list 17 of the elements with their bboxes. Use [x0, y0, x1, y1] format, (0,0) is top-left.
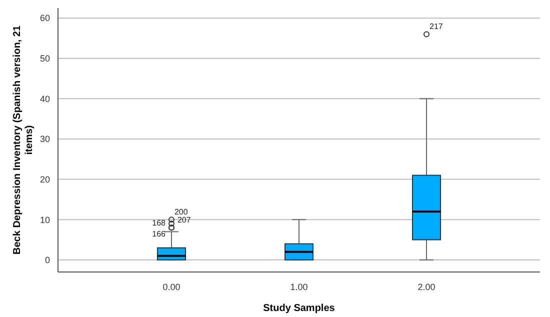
annotation: 200	[174, 208, 188, 217]
annotation: 166	[152, 230, 166, 239]
x-tick-label: 0.00	[162, 282, 180, 292]
annotation: 168	[152, 218, 166, 228]
x-axis-title: Study Samples	[263, 303, 336, 314]
x-tick-label: 2.00	[418, 282, 436, 292]
y-tick-label: 50	[40, 54, 50, 64]
annotation: 207	[177, 216, 192, 225]
y-tick-label: 30	[40, 134, 50, 144]
annotation: 217	[430, 22, 444, 32]
y-axis-title: Beck Depression Inventory (Spanish version, 21 items)	[12, 25, 35, 254]
y-tick-label: 40	[40, 94, 50, 104]
y-tick-label: 0	[44, 255, 50, 266]
y-tick-label: 10	[40, 214, 50, 225]
y-tick-label: 20	[40, 174, 50, 184]
x-tick-label: 1.00	[290, 282, 308, 292]
y-tick-label: 60	[40, 13, 50, 24]
